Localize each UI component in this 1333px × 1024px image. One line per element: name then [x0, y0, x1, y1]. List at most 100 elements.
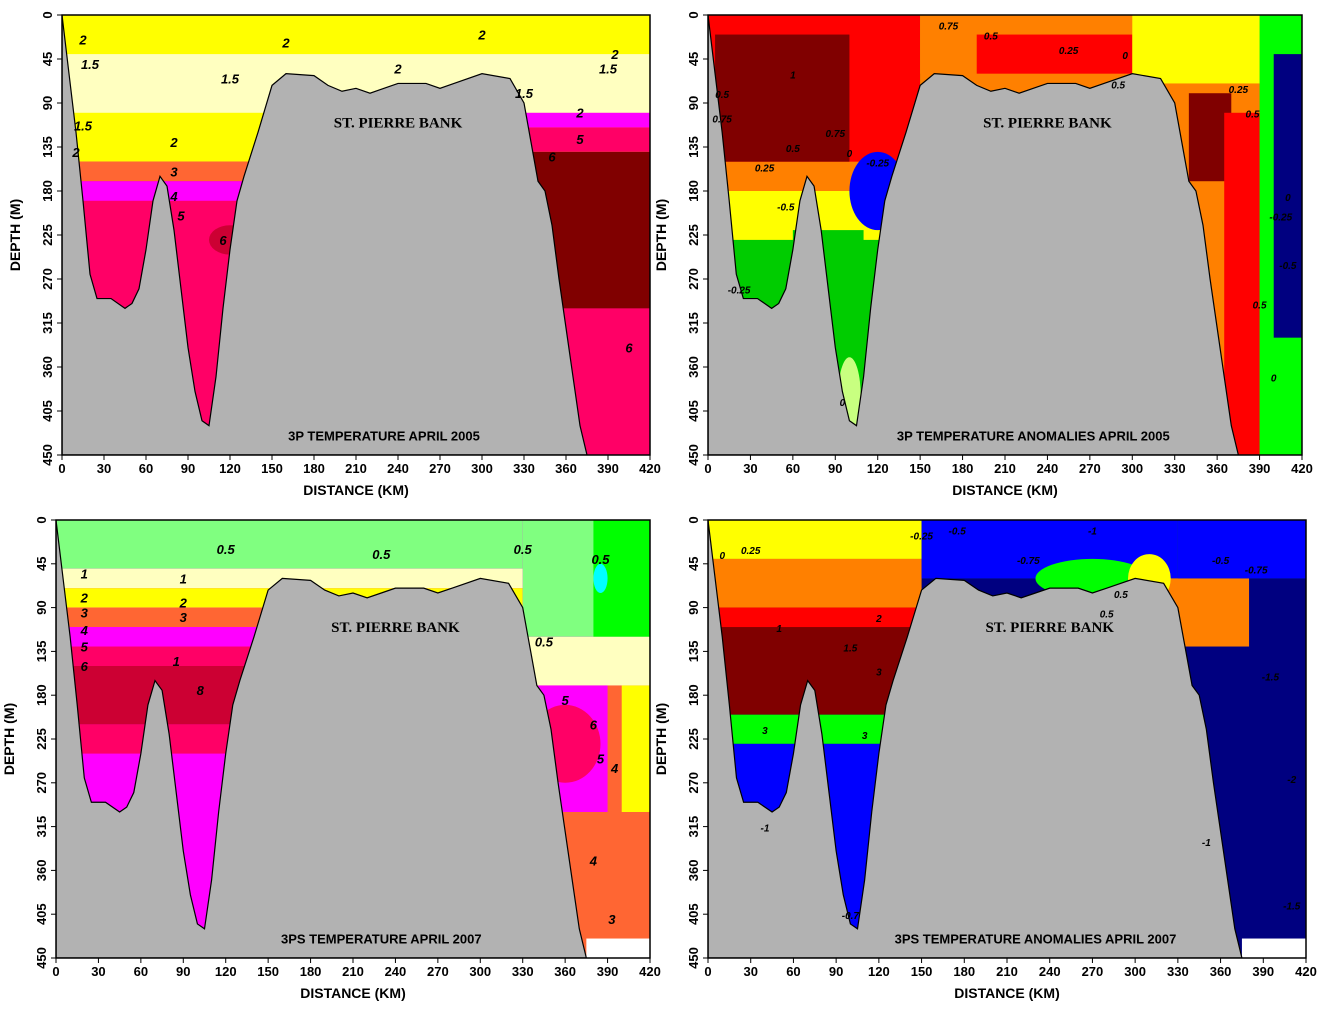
contour-label: -1.5 — [1262, 673, 1280, 684]
seabed — [62, 15, 588, 455]
x-tick-label: 240 — [385, 964, 407, 979]
contour-label: 4 — [589, 854, 598, 869]
contour-label: 6 — [219, 233, 227, 248]
x-tick-label: 30 — [743, 461, 757, 476]
contour-label: 3 — [81, 605, 89, 620]
x-tick-label: 150 — [257, 964, 279, 979]
contour-label: 0.25 — [1229, 85, 1249, 96]
y-axis-label: DEPTH (M) — [7, 199, 23, 271]
x-tick-label: 90 — [828, 461, 842, 476]
contour-label: 6 — [625, 340, 633, 355]
panel-annotation: 3P TEMPERATURE ANOMALIES APRIL 2005 — [897, 428, 1170, 443]
contour-label: 6 — [81, 659, 89, 674]
y-axis-label: DEPTH (M) — [1, 703, 17, 775]
y-tick-label: 180 — [40, 180, 55, 202]
x-axis-label: DISTANCE (KM) — [952, 482, 1058, 498]
contour-label: -0.5 — [1279, 261, 1297, 272]
y-tick-label: 135 — [686, 641, 701, 663]
x-tick-label: 0 — [704, 461, 711, 476]
contour-label: 4 — [610, 761, 619, 776]
contour-label: 0.75 — [712, 115, 732, 126]
x-axis-label: DISTANCE (KM) — [300, 985, 406, 1001]
contour-fill — [62, 15, 650, 455]
x-tick-label: 390 — [1249, 461, 1271, 476]
x-tick-label: 0 — [704, 964, 711, 979]
contour-label: 0 — [1285, 193, 1291, 204]
y-axis-label: DEPTH (M) — [653, 703, 669, 775]
contour-label: 2 — [393, 62, 402, 77]
y-tick-label: 405 — [40, 400, 55, 422]
y-tick-label: 270 — [34, 772, 49, 794]
contour-label: 1 — [81, 566, 88, 581]
contour-region — [708, 607, 922, 628]
contour-region — [976, 34, 1133, 74]
y-tick-label: 315 — [40, 312, 55, 334]
contour-label: 2 — [80, 591, 89, 606]
x-tick-label: 390 — [597, 461, 619, 476]
contour-label: 0.25 — [741, 546, 761, 557]
contour-region — [708, 558, 922, 608]
y-tick-label: 0 — [686, 516, 701, 523]
x-tick-label: 0 — [52, 964, 59, 979]
contour-label: 0.5 — [591, 552, 610, 567]
y-axis-label: DEPTH (M) — [653, 199, 669, 271]
y-tick-label: 405 — [686, 903, 701, 925]
contour-label: 0 — [1122, 51, 1128, 62]
y-tick-label: 360 — [34, 860, 49, 882]
x-tick-label: 120 — [215, 964, 237, 979]
contour-label: 1 — [776, 624, 782, 635]
contour-label: 1 — [180, 571, 187, 586]
contour-label: 2 — [169, 135, 178, 150]
contour-label: 2 — [575, 106, 584, 121]
y-tick-label: 90 — [686, 96, 701, 110]
x-tick-label: 240 — [387, 461, 409, 476]
x-tick-label: 210 — [342, 964, 364, 979]
area-label: ST. PIERRE BANK — [331, 620, 460, 636]
y-tick-label: 180 — [686, 684, 701, 706]
contour-label: 2 — [281, 35, 290, 50]
contour-label: 0.5 — [372, 547, 391, 562]
contour-label: -0.25 — [728, 286, 751, 297]
x-tick-label: 60 — [786, 964, 800, 979]
y-tick-label: 360 — [686, 356, 701, 378]
contour-label: 0.5 — [1111, 80, 1125, 91]
x-tick-label: 270 — [429, 461, 451, 476]
contour-label: 6 — [548, 150, 556, 165]
y-tick-label: 225 — [686, 224, 701, 246]
contour-region — [524, 112, 650, 128]
contour-label: 1.5 — [74, 118, 93, 133]
contour-region — [1241, 938, 1306, 958]
contour-label: 0.5 — [217, 542, 236, 557]
contour-label: 1.5 — [843, 643, 857, 654]
contour-label: -1 — [760, 823, 769, 834]
x-tick-label: 30 — [97, 461, 111, 476]
x-tick-label: 240 — [1039, 964, 1061, 979]
contour-label: 0.5 — [786, 144, 800, 155]
x-axis-label: DISTANCE (KM) — [303, 482, 409, 498]
x-tick-label: 360 — [555, 461, 577, 476]
contour-label: 3 — [608, 912, 616, 927]
y-tick-label: 360 — [686, 860, 701, 882]
area-label: ST. PIERRE BANK — [334, 115, 463, 131]
x-tick-label: 300 — [1124, 964, 1146, 979]
x-tick-label: 180 — [953, 964, 975, 979]
contour-label: 2 — [71, 145, 80, 160]
x-tick-label: 210 — [994, 461, 1016, 476]
contour-label: -0.7 — [842, 911, 860, 922]
contour-label: -0.25 — [1269, 212, 1292, 223]
contour-label: 0.5 — [715, 90, 729, 101]
x-tick-label: 390 — [1252, 964, 1274, 979]
y-tick-label: 90 — [686, 600, 701, 614]
x-tick-label: 420 — [639, 964, 661, 979]
contour-label: -1 — [1202, 838, 1211, 849]
x-tick-label: 210 — [996, 964, 1018, 979]
x-tick-label: 120 — [219, 461, 241, 476]
x-tick-label: 90 — [829, 964, 843, 979]
contour-label: 2 — [875, 614, 882, 625]
contour-label: 2 — [179, 596, 188, 611]
contour-region — [56, 520, 523, 569]
x-tick-label: 360 — [1210, 964, 1232, 979]
contour-label: 1.5 — [515, 86, 534, 101]
y-tick-label: 135 — [686, 136, 701, 158]
contour-label: -0.25 — [866, 159, 889, 170]
